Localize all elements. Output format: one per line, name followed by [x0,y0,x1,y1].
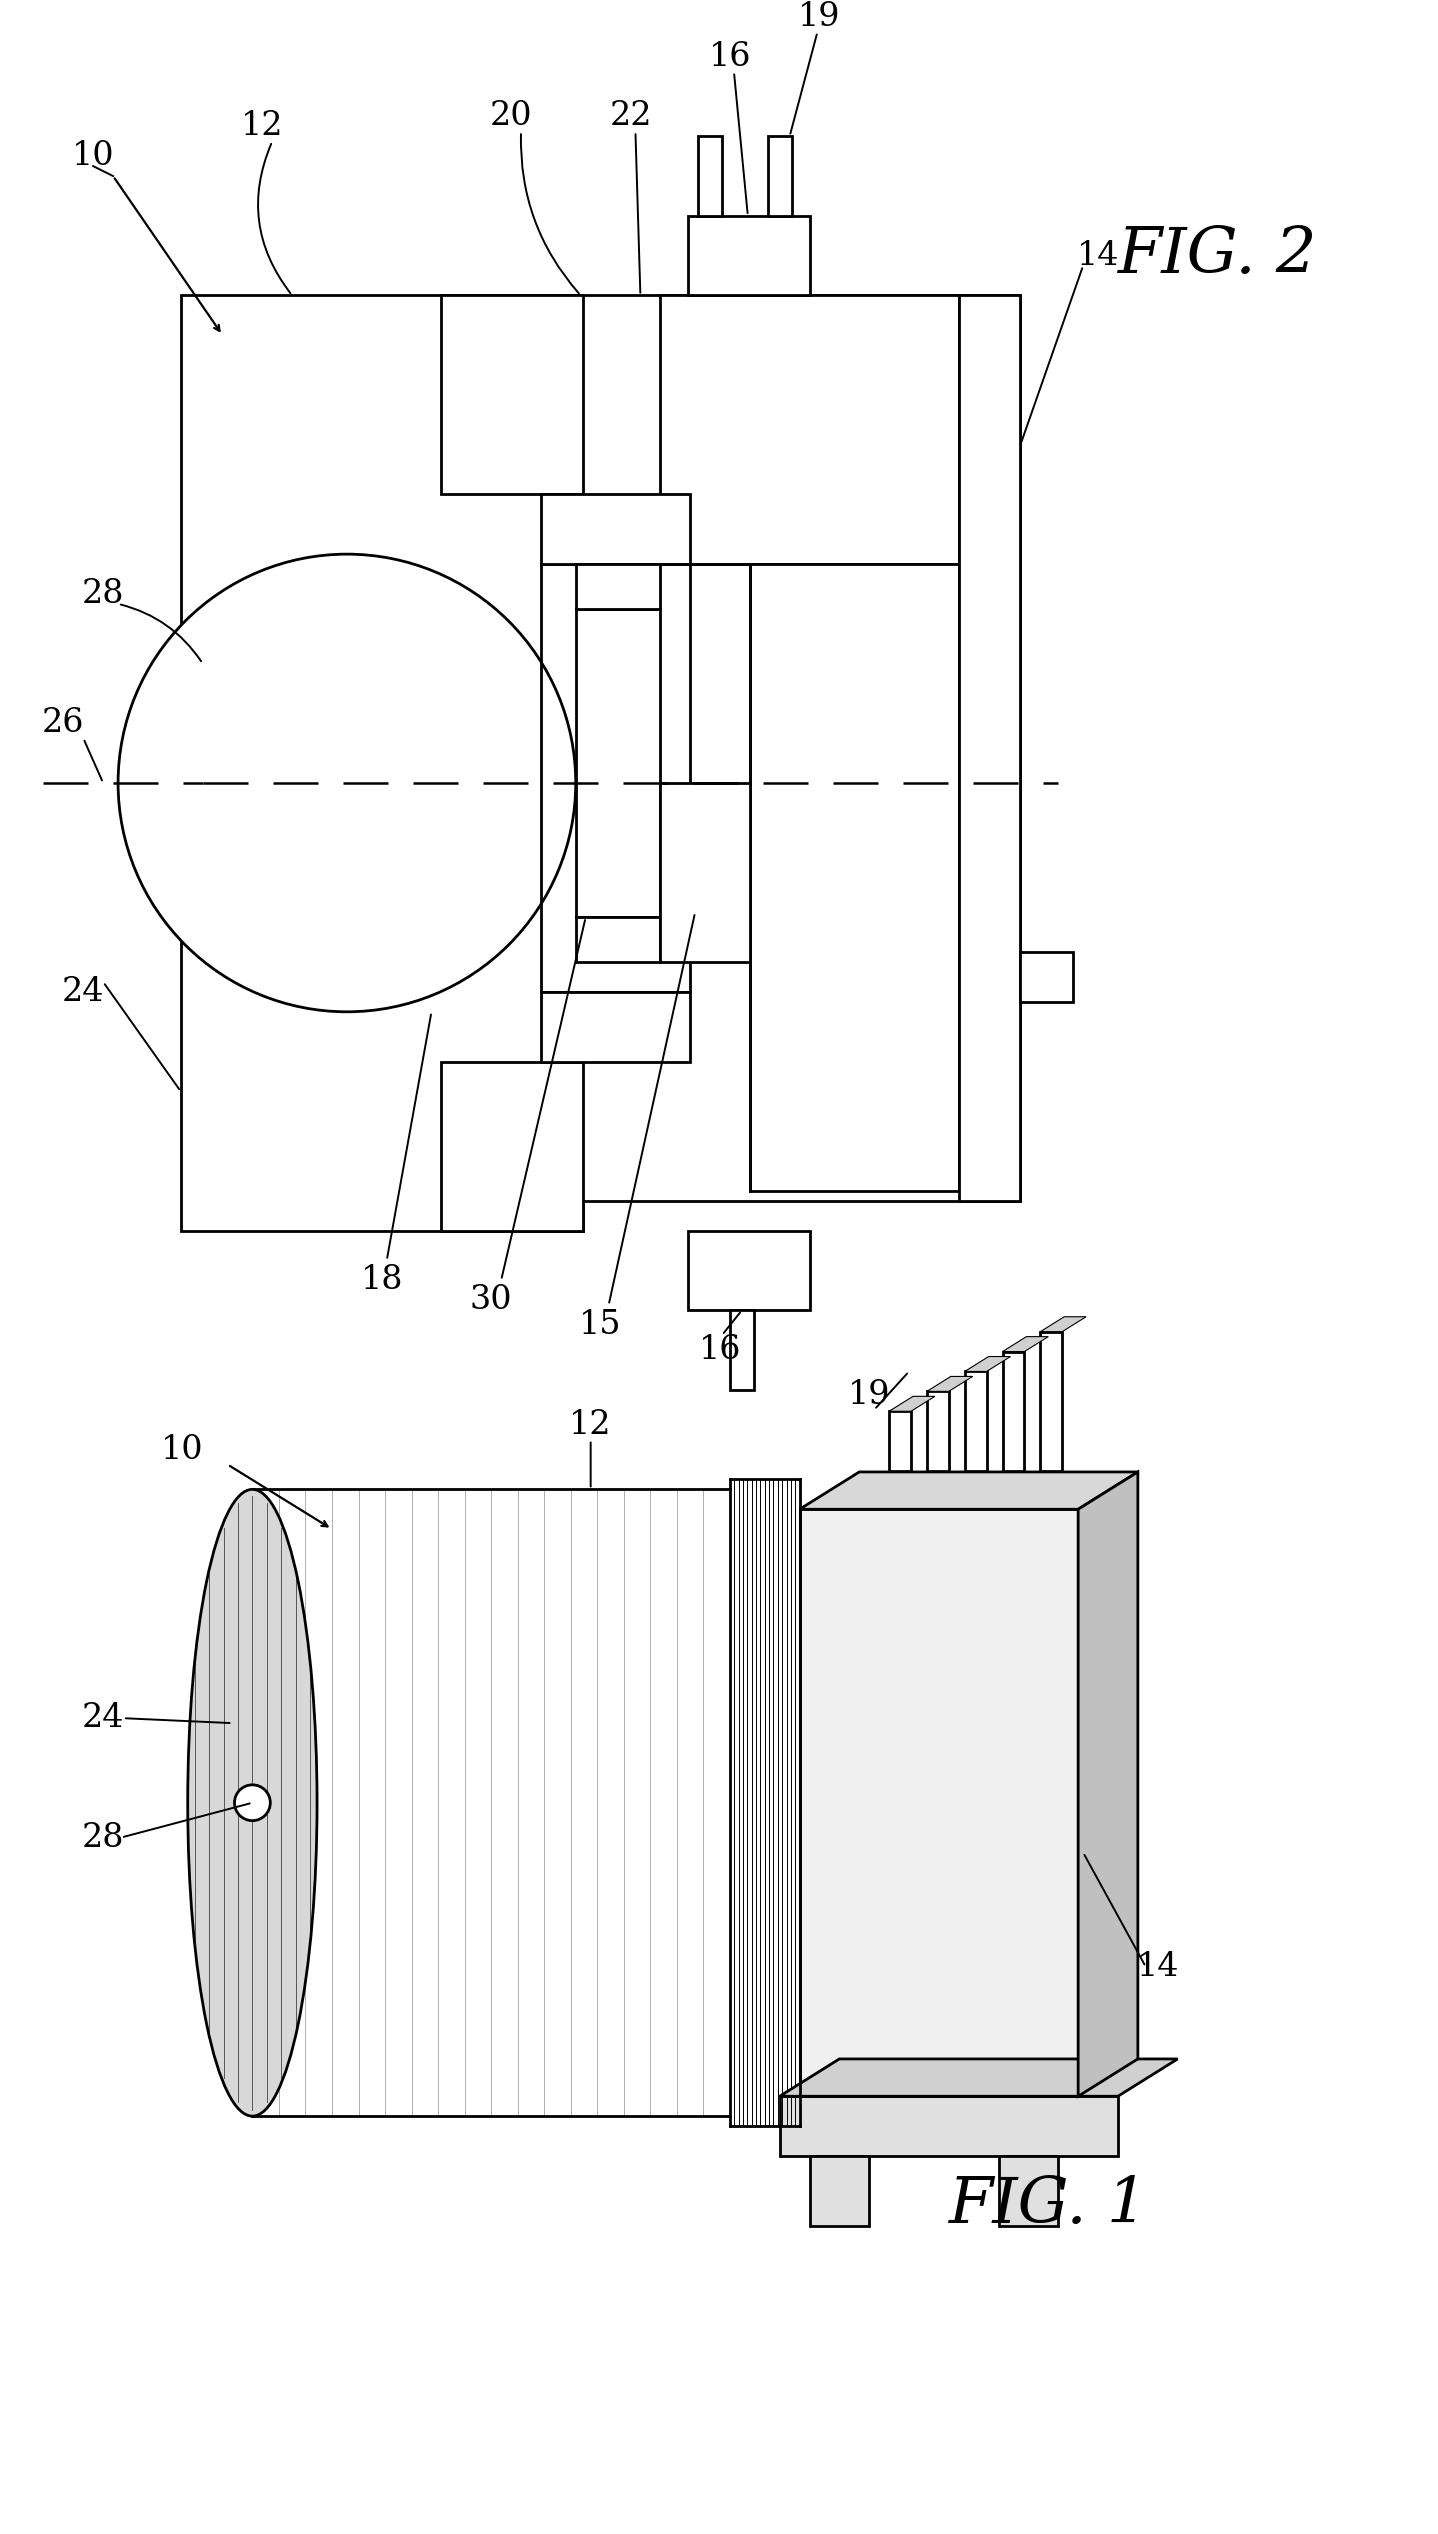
Text: 12: 12 [569,1409,613,1442]
Bar [541,991,690,1062]
Bar [689,215,810,296]
Bar [572,296,1021,1201]
Bar [768,137,792,215]
Bar [1002,1351,1024,1470]
Polygon shape [928,1376,972,1391]
Text: 14: 14 [1136,1951,1179,1984]
Text: 30: 30 [470,1285,512,1315]
Bar [575,917,660,963]
Bar [810,2156,869,2225]
Bar [541,494,690,565]
Bar [575,565,660,608]
Text: 10: 10 [161,1434,204,1465]
Polygon shape [800,1472,1137,1510]
Text: 19: 19 [848,1378,890,1411]
Bar [731,1310,754,1389]
Bar [749,565,959,1191]
Bar [541,494,690,565]
Bar [928,1391,949,1470]
Bar [541,565,690,991]
Text: 18: 18 [361,1264,403,1297]
Bar [181,296,582,1232]
Text: 28: 28 [82,1822,125,1852]
Bar [959,296,1021,1201]
Polygon shape [1078,1472,1137,2096]
Text: 14: 14 [1077,241,1119,271]
Bar [660,783,749,963]
Circle shape [234,1784,270,1819]
Text: 28: 28 [82,578,125,611]
Text: 24: 24 [62,976,105,1009]
Text: 15: 15 [580,1310,621,1340]
Circle shape [118,555,575,1011]
Text: 19: 19 [798,0,841,33]
Text: 16: 16 [699,1333,741,1366]
Bar [660,296,959,565]
Polygon shape [779,2060,1178,2096]
Bar [689,1232,810,1310]
Bar [800,1510,1078,2096]
Bar [181,296,582,1232]
Bar [441,1062,582,1232]
Bar [575,608,660,917]
Bar [779,2096,1117,2156]
Bar [689,1232,810,1310]
Bar [689,215,810,296]
Text: 10: 10 [72,139,115,172]
Text: 16: 16 [709,41,751,73]
Bar [959,296,1021,1201]
Bar [965,1371,986,1470]
Bar [697,137,722,215]
Text: 20: 20 [490,101,532,132]
Bar [541,991,690,1062]
Text: FIG. 1: FIG. 1 [949,2174,1148,2238]
Bar [575,917,660,963]
Bar [998,2156,1058,2225]
Text: 22: 22 [610,101,651,132]
Polygon shape [965,1356,1011,1371]
Ellipse shape [188,1490,316,2116]
Bar [889,1411,912,1470]
Text: FIG. 2: FIG. 2 [1117,226,1317,286]
Text: 26: 26 [42,707,85,740]
Bar [660,783,749,963]
Bar [575,565,660,608]
Polygon shape [1040,1318,1086,1333]
Bar [572,296,1021,1201]
Bar [1021,953,1073,1001]
Polygon shape [1002,1335,1048,1351]
Text: 24: 24 [82,1703,124,1733]
Bar [441,296,582,494]
Bar [1040,1333,1063,1470]
Text: 12: 12 [242,111,283,142]
Polygon shape [889,1396,935,1411]
